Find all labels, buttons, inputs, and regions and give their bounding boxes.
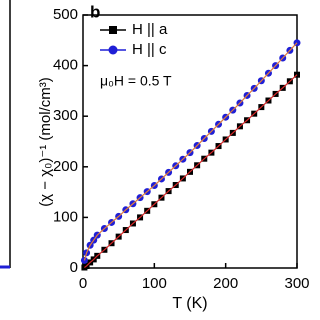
x-tick-label: 200	[213, 275, 238, 292]
y-tick-label: 300	[53, 107, 78, 124]
y-axis-label: (χ − χ₀)⁻¹ (mol/cm³)	[37, 77, 54, 206]
y-tick-label: 400	[53, 57, 78, 74]
legend-label: H || c	[132, 41, 167, 58]
y-tick-label: 0	[70, 259, 78, 276]
y-tick-label: 500	[53, 6, 78, 23]
legend-marker	[109, 26, 117, 34]
legend-marker	[108, 45, 118, 55]
fit-line	[83, 42, 298, 261]
y-tick-label: 100	[53, 208, 78, 225]
legend-label: H || a	[132, 21, 168, 38]
panel-label: b	[90, 2, 100, 21]
x-tick-label: 300	[284, 275, 309, 292]
fit-line	[84, 74, 298, 268]
x-tick-label: 0	[79, 275, 87, 292]
x-axis-label: T (K)	[172, 295, 207, 312]
plot-frame	[82, 14, 298, 269]
y-tick-label: 200	[53, 158, 78, 175]
annotation: μ₀H = 0.5 T	[100, 73, 172, 89]
x-tick-label: 100	[142, 275, 167, 292]
